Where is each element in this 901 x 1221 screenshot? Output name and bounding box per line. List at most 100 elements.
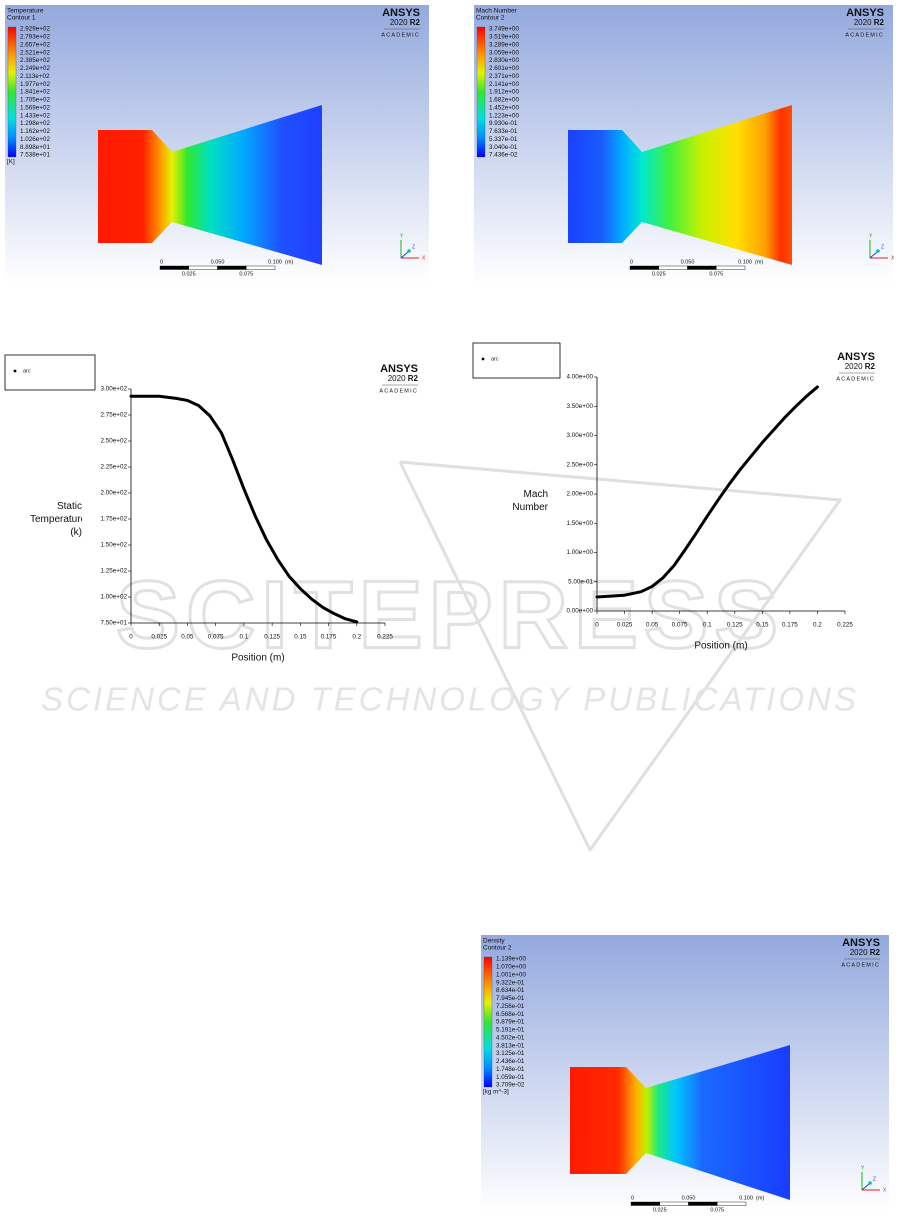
y-tick-label: 0.00e+00: [567, 608, 594, 615]
x-tick-label: 0: [129, 634, 133, 641]
x-tick-label: 0.2: [813, 622, 822, 629]
y-axis-label-box: Mach Number: [512, 489, 548, 513]
colorbar-label: 2.249e+02: [20, 65, 50, 72]
scale-unit: (m): [755, 259, 763, 265]
scale-label: 0: [631, 1195, 634, 1201]
watermark-logo: SCITEPRESS: [116, 561, 784, 668]
x-tick-label: 0.15: [294, 634, 307, 641]
scale-label: 0.025: [653, 1207, 667, 1213]
colorbar-label: 7.538e+01: [20, 152, 50, 159]
y-tick-label: 2.25e+02: [101, 464, 128, 471]
contour-subtitle: Contour 1: [7, 15, 36, 22]
x-axis-label: Position (m): [694, 641, 747, 652]
scale-segment: [688, 1201, 718, 1206]
scale-label: 0.025: [182, 271, 196, 277]
colorbar-label: 2.371e+00: [489, 73, 519, 80]
x-tick-label: 0.2: [352, 634, 361, 641]
scale-segment: [659, 1201, 689, 1206]
triad-label: Y: [400, 233, 404, 239]
scale-label: 0.100: [268, 259, 282, 265]
colorbar-label: 2.141e+00: [489, 81, 519, 88]
scale-segment: [217, 265, 247, 270]
y-tick-label: 1.00e+02: [101, 594, 128, 601]
colorbar-label: 1.748e-01: [496, 1066, 525, 1073]
scale-label: 0: [160, 259, 163, 265]
contour-title: Mach Number: [476, 8, 518, 15]
line-chart: 0.00e+00 5.00e-01 1.00e+00 1.50e+00 2.00e+00…: [472, 342, 876, 652]
scale-unit: (m): [756, 1195, 764, 1201]
scale-label: 0.050: [682, 1195, 696, 1201]
x-tick-label: 0: [595, 622, 599, 629]
scale-label: 0.050: [681, 259, 695, 265]
legend-box: [472, 342, 561, 379]
scale-label: 0.075: [710, 1207, 724, 1213]
colorbar-label: 1.223e+00: [489, 112, 519, 119]
y-axis-label-box: Static Temperature (k): [30, 501, 82, 538]
colorbar-label: 5.337e-01: [489, 136, 518, 143]
brand-edition: ACADEMIC: [379, 388, 418, 394]
colorbar-label: 3.709e-02: [496, 1082, 525, 1089]
colorbar-label: 3.125e-01: [496, 1050, 525, 1057]
contour-title: Density: [483, 938, 505, 945]
watermark-shape: [398, 460, 842, 852]
colorbar-label: 2.385e+02: [20, 57, 50, 64]
colorbar: [476, 26, 486, 158]
colorbar: [483, 956, 493, 1088]
scale-label: 0.050: [211, 259, 225, 265]
y-tick-label: 2.50e+02: [101, 438, 128, 445]
y-tick-label: 2.00e+00: [567, 491, 594, 498]
triad-z: [400, 251, 409, 259]
data-line: [595, 385, 819, 599]
y-tick-label: 2.75e+02: [101, 412, 128, 419]
brand-version-year: 2020: [388, 374, 406, 383]
colorbar-label: 1.139e+00: [496, 956, 526, 963]
brand-version-year: 2020: [854, 18, 872, 27]
triad-dot: [407, 249, 411, 253]
colorbar-label: 7.945e-01: [496, 995, 525, 1002]
colorbar-label: 2.601e+00: [489, 65, 519, 72]
brand-release: R2: [874, 18, 885, 27]
triad-label: X: [883, 1187, 887, 1193]
triad-label: Z: [881, 244, 884, 250]
colorbar-unit: [K]: [7, 159, 15, 166]
colorbar-label: 4.502e-01: [496, 1034, 525, 1041]
colorbar-label: 8.634e-01: [496, 987, 525, 994]
colorbar-label: 7.436e-02: [489, 152, 518, 159]
legend-box: [4, 354, 96, 391]
scale-unit: (m): [285, 259, 293, 265]
triad-label: Z: [873, 1176, 876, 1182]
colorbar-label: 1.162e+02: [20, 128, 50, 135]
colorbar-label: 1.433e+02: [20, 112, 50, 119]
colorbar-label: 1.001e+00: [496, 971, 526, 978]
colorbar-label: 1.070e+00: [496, 964, 526, 971]
brand-edition: ACADEMIC: [841, 962, 880, 968]
triad-dot: [876, 249, 880, 253]
x-tick-label: 0.175: [782, 622, 798, 629]
y-axis-label: Mach Number: [512, 489, 548, 513]
colorbar-label: 2.793e+02: [20, 34, 50, 41]
brand-version: 2020 R2: [390, 18, 421, 27]
colorbar-label: 7.633e-01: [489, 128, 518, 135]
colorbar-label: 1.977e+02: [20, 81, 50, 88]
x-tick-label: 0.1: [240, 634, 249, 641]
brand-name: ANSYS: [846, 7, 884, 19]
legend-label: arc: [491, 356, 499, 362]
y-axis-label: Static Temperature (k): [30, 501, 82, 538]
nozzle-contour: [98, 105, 322, 265]
x-tick-label: 0.075: [208, 634, 224, 641]
colorbar-label: 3.749e+00: [489, 26, 519, 33]
legend-marker: [13, 369, 17, 373]
colorbar-label: 3.059e+00: [489, 49, 519, 56]
colorbar-label: 2.929e+02: [20, 26, 50, 33]
colorbar-label: 9.930e-01: [489, 120, 518, 127]
brand-release: R2: [865, 362, 876, 371]
scale-segment: [687, 265, 717, 270]
colorbar-label: 7.256e-01: [496, 1003, 525, 1010]
colorbar-label: 3.040e-01: [489, 144, 518, 151]
brand-edition: ACADEMIC: [836, 376, 875, 382]
triad-label: Z: [412, 244, 415, 250]
scale-segment: [246, 265, 276, 270]
